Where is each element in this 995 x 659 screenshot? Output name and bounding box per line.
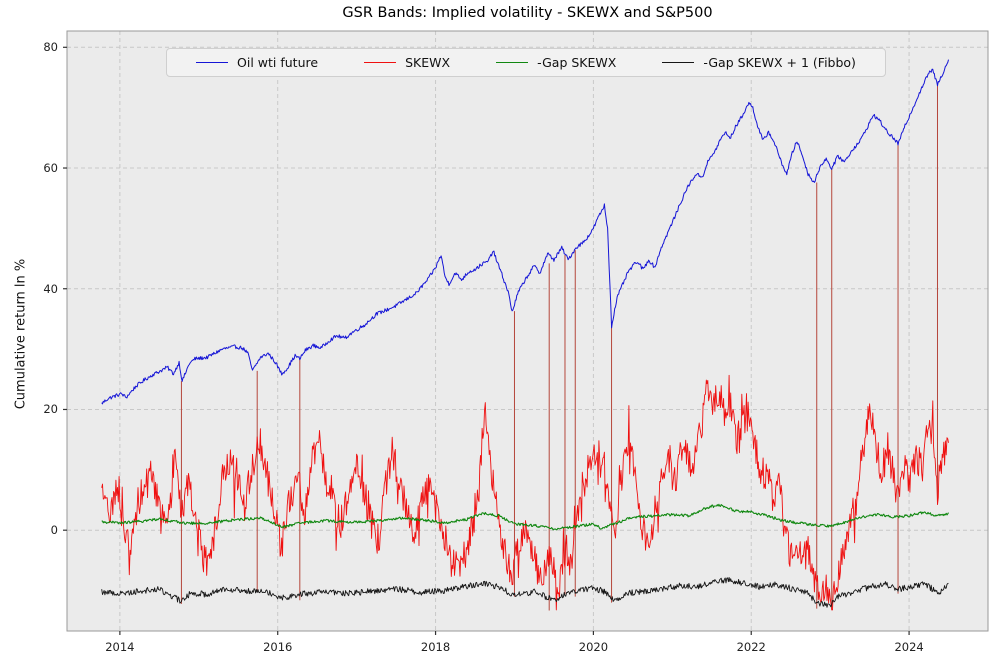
chart-title: GSR Bands: Implied volatility - SKEWX an… [342, 5, 713, 21]
series-line-gap-skewx-1-fibbo [101, 577, 949, 608]
y-tick-label: 60 [43, 161, 58, 176]
series-line-skewx [101, 374, 949, 611]
legend-label: SKEWX [405, 55, 451, 70]
legend: Oil wti future SKEWX -Gap SKEWX -Gap SKEWX … [166, 48, 886, 77]
y-tick-label: 0 [50, 523, 58, 538]
series-line-oil-wti-future [101, 59, 949, 405]
legend-line-sample [496, 62, 529, 63]
x-tick-label: 2018 [420, 640, 451, 654]
x-tick-label: 2024 [894, 640, 924, 654]
legend-item-gap-skewx-1-fibbo: -Gap SKEWX + 1 (Fibbo) [662, 55, 856, 70]
legend-label: Oil wti future [237, 55, 319, 70]
legend-item-gap-skewx: -Gap SKEWX [496, 55, 616, 70]
legend-label: -Gap SKEWX [537, 55, 617, 70]
legend-label: -Gap SKEWX + 1 (Fibbo) [703, 55, 856, 70]
x-tick-label: 2014 [105, 640, 135, 654]
legend-line-sample [662, 62, 695, 63]
plot-frame [66, 30, 989, 632]
x-tick-label: 2020 [578, 640, 609, 654]
y-tick-label: 40 [43, 281, 58, 296]
legend-line-sample [364, 62, 397, 63]
legend-item-skewx: SKEWX [364, 55, 450, 70]
y-tick-label: 20 [43, 402, 58, 417]
legend-item-oil-wti-future: Oil wti future [196, 55, 318, 70]
legend-line-sample [196, 62, 229, 63]
x-tick-label: 2016 [263, 640, 293, 654]
y-tick-label: 80 [43, 40, 58, 55]
series-line-gap-skewx [101, 503, 949, 531]
x-tick-label: 2022 [736, 640, 766, 654]
